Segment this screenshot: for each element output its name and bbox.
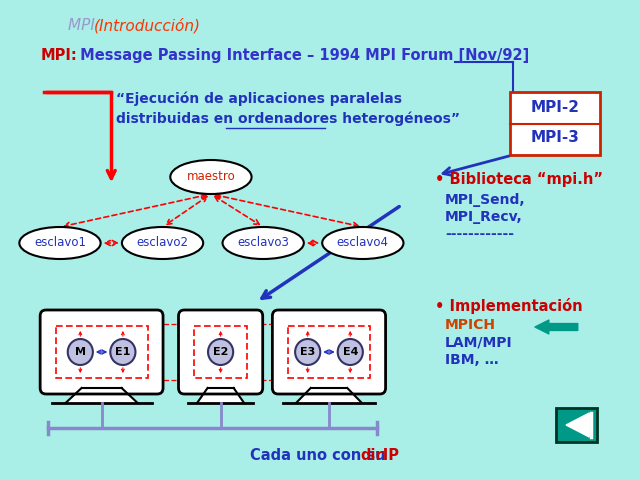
Text: Cada uno con su: Cada uno con su: [250, 448, 390, 463]
Text: E1: E1: [115, 347, 131, 357]
Polygon shape: [65, 388, 138, 403]
Polygon shape: [197, 388, 244, 403]
Text: • Biblioteca “mpi.h”: • Biblioteca “mpi.h”: [435, 172, 604, 187]
Text: MPI-2: MPI-2: [531, 100, 579, 115]
Text: esclavo1: esclavo1: [34, 237, 86, 250]
Ellipse shape: [19, 227, 100, 259]
Text: Message Passing Interface – 1994 MPI Forum [Nov/92]: Message Passing Interface – 1994 MPI For…: [76, 48, 530, 63]
Circle shape: [338, 339, 363, 365]
Ellipse shape: [122, 227, 203, 259]
Text: E3: E3: [300, 347, 316, 357]
FancyBboxPatch shape: [510, 92, 600, 155]
Text: MPI_Send,: MPI_Send,: [445, 193, 525, 207]
Text: • Implementación: • Implementación: [435, 298, 583, 314]
FancyArrowPatch shape: [535, 320, 578, 334]
Text: esclavo2: esclavo2: [136, 237, 189, 250]
Text: MPI:: MPI:: [40, 48, 77, 63]
Text: LAM/MPI: LAM/MPI: [445, 336, 513, 350]
Circle shape: [295, 339, 320, 365]
FancyBboxPatch shape: [556, 408, 597, 442]
Text: E4: E4: [342, 347, 358, 357]
FancyBboxPatch shape: [40, 310, 163, 394]
FancyBboxPatch shape: [273, 310, 385, 394]
Polygon shape: [296, 388, 362, 403]
Text: distribuidas en ordenadores heterogéneos”: distribuidas en ordenadores heterogéneos…: [116, 112, 460, 127]
Text: dirIP: dirIP: [360, 448, 399, 463]
Ellipse shape: [223, 227, 304, 259]
Text: maestro: maestro: [186, 170, 236, 183]
Text: E2: E2: [213, 347, 228, 357]
Text: MPI: MPI: [68, 18, 99, 33]
Text: MPI-3: MPI-3: [531, 130, 579, 144]
Circle shape: [208, 339, 233, 365]
Ellipse shape: [170, 160, 252, 194]
Text: MPICH: MPICH: [445, 318, 496, 332]
Text: esclavo3: esclavo3: [237, 237, 289, 250]
Text: MPI_Recv,: MPI_Recv,: [445, 210, 523, 224]
Text: (Introducción): (Introducción): [94, 18, 201, 34]
Text: ------------: ------------: [445, 227, 514, 241]
Text: IBM, …: IBM, …: [445, 353, 499, 367]
Polygon shape: [566, 413, 589, 437]
Text: “Ejecución de aplicaciones paralelas: “Ejecución de aplicaciones paralelas: [116, 92, 402, 107]
Text: M: M: [75, 347, 86, 357]
Circle shape: [68, 339, 93, 365]
Text: esclavo4: esclavo4: [337, 237, 389, 250]
Ellipse shape: [322, 227, 403, 259]
Circle shape: [110, 339, 136, 365]
FancyBboxPatch shape: [179, 310, 262, 394]
